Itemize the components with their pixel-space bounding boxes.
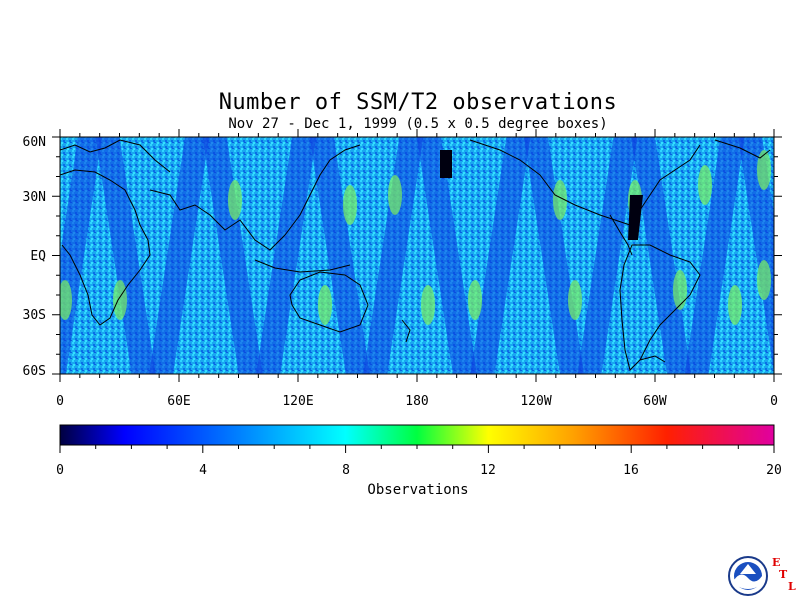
lon-label-120e: 120E: [282, 394, 314, 409]
colorbar-tick-12: 12: [480, 463, 496, 478]
swath-band: [309, 137, 370, 374]
missing-data-patch-caribbean: [628, 195, 643, 240]
swath-bands: [60, 137, 774, 374]
high-count-patch: [728, 285, 742, 325]
lab-letter-t: T: [779, 568, 788, 581]
coast-south-america: [619, 244, 701, 371]
high-count-patch: [698, 165, 712, 205]
high-count-patch: [343, 185, 357, 225]
high-count-patch: [318, 285, 332, 325]
lab-letter-l: L: [788, 580, 796, 593]
swath-band: [684, 137, 745, 374]
coast-east-asia: [284, 144, 361, 236]
swath-band: [95, 137, 156, 374]
high-count-patch: [421, 285, 435, 325]
map-panel: [60, 137, 774, 374]
high-count-patch: [553, 180, 567, 220]
colorbar-tick-20: 20: [766, 463, 782, 478]
high-count-patch: [388, 175, 402, 215]
swath-band: [416, 137, 477, 374]
coast-north-america: [469, 139, 701, 226]
colorbar-ticks: [59, 445, 775, 453]
colorbar-tick-8: 8: [342, 463, 350, 478]
noaa-logo-icon: [728, 556, 768, 596]
high-count-patches: [60, 150, 771, 325]
swath-band: [256, 137, 317, 374]
coast-greenland: [714, 139, 771, 159]
lat-label-30n: 30N: [22, 190, 46, 205]
high-count-patch: [60, 280, 72, 320]
swath-band: [149, 137, 210, 374]
page-subtitle: Nov 27 - Dec 1, 1999 (0.5 x 0.5 degree b…: [228, 116, 608, 132]
high-count-patch: [757, 150, 771, 190]
swath-band: [577, 137, 638, 374]
coast-new-zealand: [401, 319, 411, 343]
colorbar-gradient: [59, 424, 775, 446]
lat-label-30s: 30S: [22, 308, 46, 323]
swath-band: [523, 137, 584, 374]
lon-label-360: 0: [770, 394, 778, 409]
high-count-patch: [113, 280, 127, 320]
missing-data-patch-pacific: [440, 150, 452, 178]
lab-letter-e: E: [772, 556, 781, 569]
lat-label-60n: 60N: [22, 135, 46, 150]
swath-band: [202, 137, 263, 374]
lon-label-60w: 60W: [643, 394, 667, 409]
coast-australia: [289, 271, 369, 333]
coastlines: [60, 139, 771, 371]
coast-asia-south: [149, 189, 286, 251]
coast-africa: [60, 169, 151, 326]
lat-label-eq: EQ: [30, 249, 46, 264]
high-count-patch: [468, 280, 482, 320]
swath-band: [470, 137, 531, 374]
colorbar-tick-4: 4: [199, 463, 207, 478]
high-count-patch: [228, 180, 242, 220]
swath-band: [738, 137, 774, 374]
lon-label-180: 180: [405, 394, 429, 409]
colorbar-tick-0: 0: [56, 463, 64, 478]
lon-label-120w: 120W: [520, 394, 552, 409]
axis-ticks: [52, 129, 782, 382]
high-count-patch: [568, 280, 582, 320]
colorbar: [59, 424, 775, 453]
swath-band: [363, 137, 424, 374]
page-title: Number of SSM/T2 observations: [218, 90, 618, 115]
high-count-patch: [673, 270, 687, 310]
colorbar-title: Observations: [367, 482, 469, 498]
swath-band: [631, 137, 692, 374]
swath-band: [60, 137, 102, 374]
colorbar-tick-16: 16: [623, 463, 639, 478]
lon-label-60e: 60E: [167, 394, 191, 409]
coast-europe: [60, 139, 171, 173]
coast-antarctic-peninsula: [639, 355, 666, 363]
lon-label-0: 0: [56, 394, 64, 409]
lat-label-60s: 60S: [22, 364, 46, 379]
coast-indonesia: [254, 259, 351, 273]
high-count-patch: [757, 260, 771, 300]
